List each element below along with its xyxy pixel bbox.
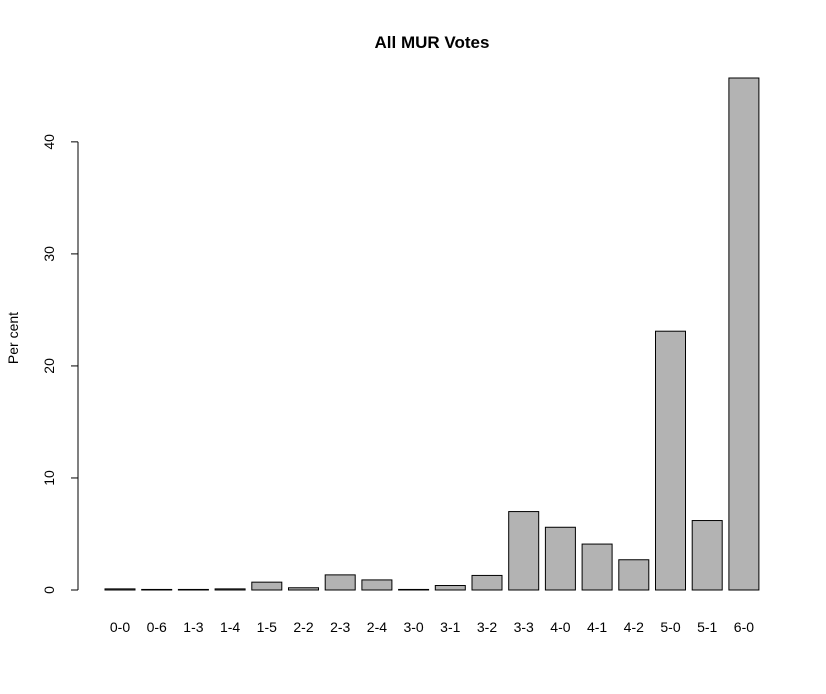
bar [361,579,393,591]
y-tick-label: 10 [41,470,57,486]
x-tick-label: 2-3 [330,619,350,635]
bar [141,588,173,591]
bar [728,77,760,591]
x-tick-label: 0-0 [110,619,130,635]
x-tick-label: 0-6 [147,619,167,635]
x-tick-label: 3-2 [477,619,497,635]
x-tick-label: 3-0 [403,619,423,635]
x-tick-label: 4-1 [587,619,607,635]
x-tick-label: 3-1 [440,619,460,635]
x-tick-label: 6-0 [734,619,754,635]
bar [398,588,430,591]
bar [471,574,503,591]
x-tick-label: 4-2 [624,619,644,635]
x-tick-label: 3-3 [514,619,534,635]
bar [104,588,136,591]
bar [288,587,319,591]
bar [655,330,686,591]
x-tick-label: 1-4 [220,619,240,635]
y-tick-label: 30 [41,246,57,262]
y-tick-label: 20 [41,358,57,374]
chart-title: All MUR Votes [375,33,490,52]
x-tick-label: 2-4 [367,619,387,635]
y-tick-label: 0 [41,586,57,594]
x-tick-label: 1-3 [183,619,203,635]
bar [434,585,466,591]
x-tick-label: 2-2 [293,619,313,635]
bar [691,520,723,591]
x-tick-label: 5-0 [660,619,680,635]
bar [177,588,209,591]
y-axis-label: Per cent [5,312,21,364]
x-tick-label: 1-5 [257,619,277,635]
x-tick-label: 4-0 [550,619,570,635]
bar [508,511,540,591]
bar [251,581,283,591]
bar [324,574,356,591]
x-tick-label: 5-1 [697,619,717,635]
y-tick-label: 40 [41,134,57,150]
bar [618,559,650,591]
bar [214,588,246,591]
bar [581,543,613,591]
bar [544,526,576,591]
